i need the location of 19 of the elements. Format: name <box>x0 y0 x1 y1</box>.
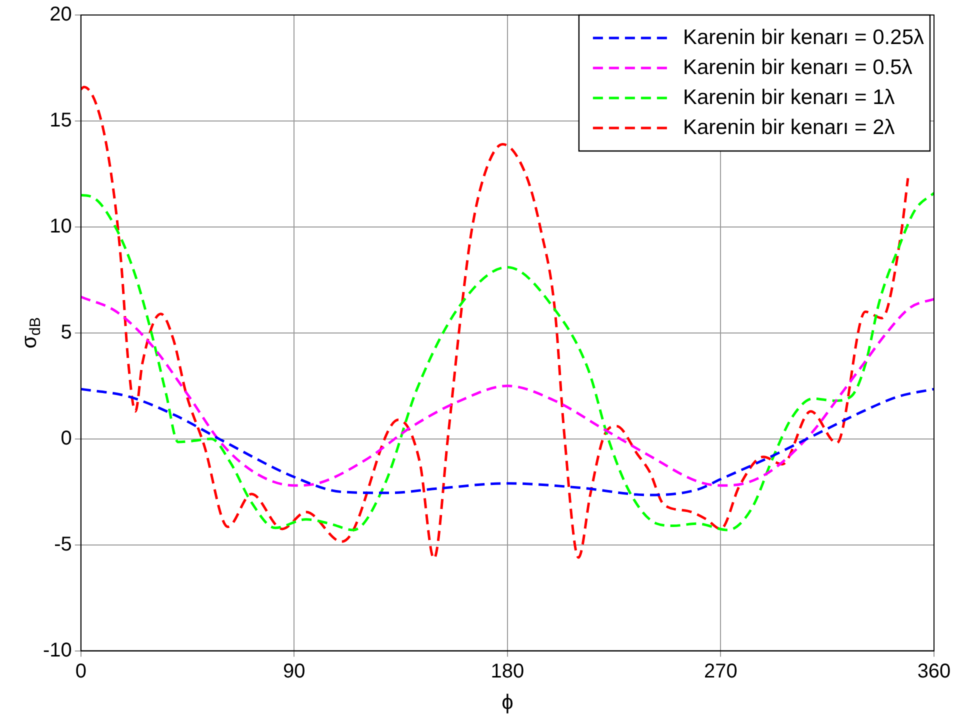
y-tick-label: 10 <box>50 215 72 238</box>
x-tick-label: 90 <box>283 660 306 682</box>
legend-label: Karenin bir kenarı = 0.5λ <box>682 56 913 79</box>
y-tick-label: 5 <box>60 321 72 344</box>
legend-label: Karenin bir kenarı = 2λ <box>682 116 896 139</box>
legend-label: Karenin bir kenarı = 0.25λ <box>682 26 924 49</box>
legend-label: Karenin bir kenarı = 1λ <box>682 86 896 109</box>
y-tick-label: -5 <box>54 533 72 556</box>
y-axis-title: σdB <box>18 317 44 349</box>
y-tick-label: 20 <box>50 4 72 26</box>
x-axis-title: ϕ <box>502 691 514 714</box>
x-tick-label: 180 <box>490 660 524 682</box>
x-tick-label: 270 <box>704 660 738 682</box>
y-tick-label: -10 <box>43 639 72 662</box>
x-tick-label: 360 <box>917 660 951 682</box>
x-tick-label: 0 <box>75 660 86 682</box>
line-series <box>80 86 910 560</box>
y-tick-label: 0 <box>60 427 72 450</box>
y-tick-label: 15 <box>50 109 72 132</box>
